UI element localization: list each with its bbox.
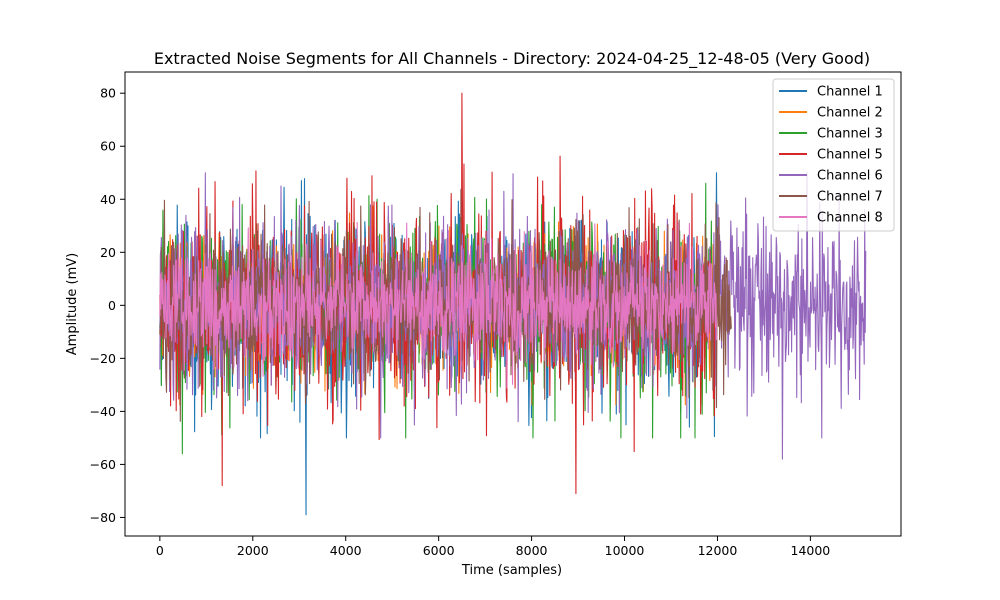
legend-label: Channel 8 [817, 211, 883, 226]
y-tick-label: −80 [90, 510, 116, 525]
y-axis-label: Amplitude (mV) [65, 253, 80, 355]
y-tick-label: −20 [90, 351, 116, 366]
legend-label: Channel 6 [817, 169, 883, 184]
x-tick-label: 12000 [698, 543, 738, 558]
x-tick-label: 4000 [330, 543, 362, 558]
legend-label: Channel 1 [817, 85, 883, 100]
y-tick-label: 20 [100, 245, 116, 260]
legend-label: Channel 7 [817, 190, 883, 205]
legend: Channel 1 Channel 2 Channel 3 Channel 5 Chan… [772, 78, 895, 232]
x-axis: 0 2000 4000 6000 8000 10000 12000 14000 [156, 536, 830, 558]
y-tick-label: −40 [90, 404, 116, 419]
y-tick-label: −60 [90, 457, 116, 472]
legend-label: Channel 3 [817, 127, 883, 142]
series-layer [159, 92, 867, 516]
y-tick-label: 40 [100, 192, 116, 207]
y-tick-label: 0 [108, 298, 116, 313]
y-tick-label: 60 [100, 139, 116, 154]
legend-label: Channel 2 [817, 106, 883, 121]
x-tick-label: 10000 [605, 543, 645, 558]
chart-title: Extracted Noise Segments for All Channel… [154, 49, 870, 69]
x-tick-label: 14000 [791, 543, 831, 558]
series-line-channel-8 [159, 221, 718, 389]
y-tick-label: 80 [100, 86, 116, 101]
x-tick-label: 6000 [423, 543, 455, 558]
y-axis: −80 −60 −40 −20 0 20 40 60 80 [90, 86, 125, 525]
legend-box [772, 78, 895, 232]
plot-frame [124, 71, 902, 537]
legend-label: Channel 5 [817, 148, 883, 163]
x-axis-label: Time (samples) [461, 563, 562, 578]
x-tick-label: 2000 [237, 543, 269, 558]
x-tick-label: 0 [156, 543, 164, 558]
x-tick-label: 8000 [516, 543, 548, 558]
